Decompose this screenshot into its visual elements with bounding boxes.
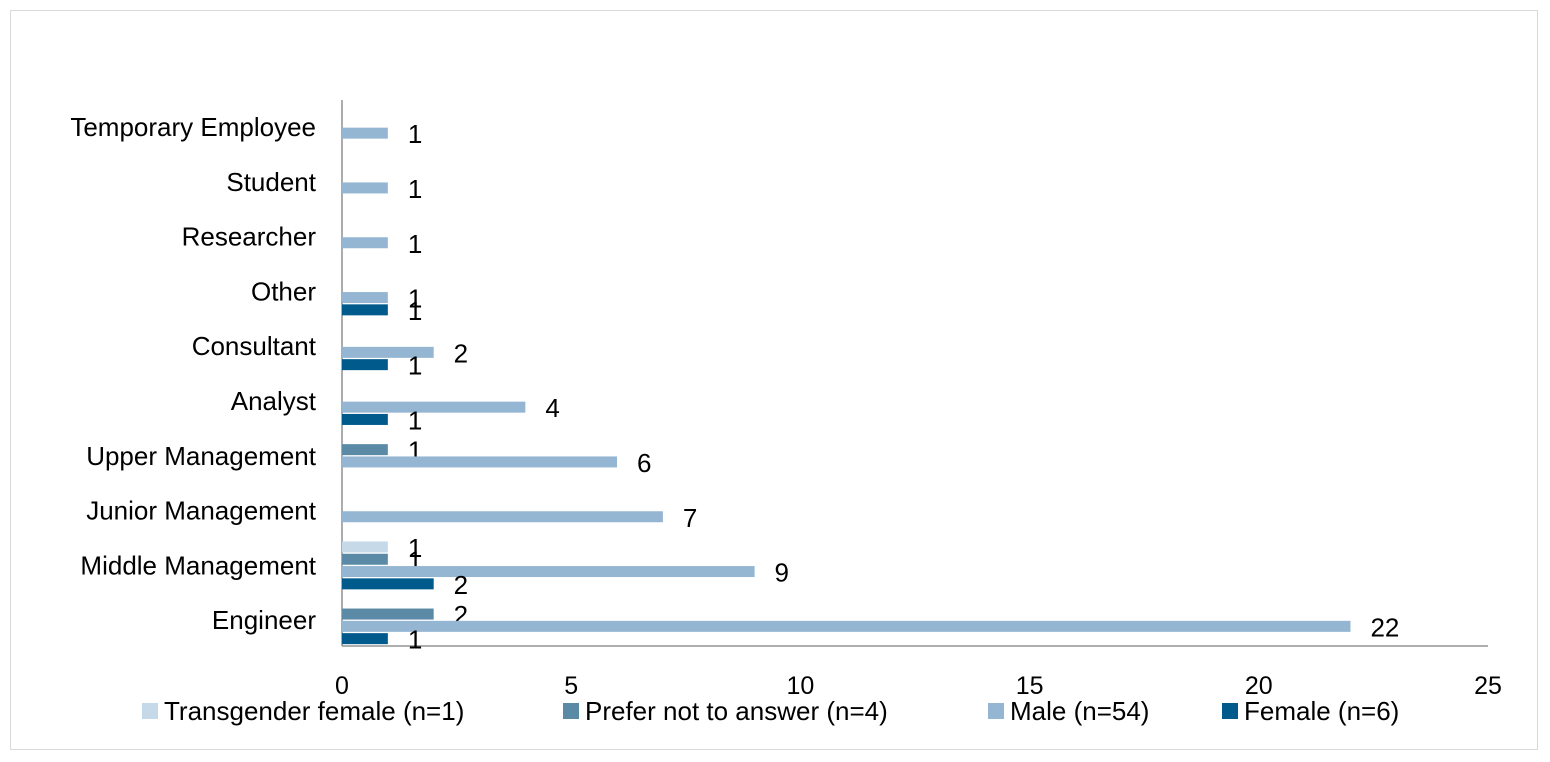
data-label: 9 xyxy=(775,558,789,588)
category-label: Other xyxy=(251,276,316,306)
legend-label: Female (n=6) xyxy=(1244,696,1399,726)
bar xyxy=(342,359,388,371)
bar xyxy=(342,578,434,590)
data-label: 7 xyxy=(683,503,697,533)
data-label: 1 xyxy=(408,174,422,204)
bar xyxy=(342,553,388,565)
bar xyxy=(342,413,388,425)
category-label: Temporary Employee xyxy=(70,112,316,142)
bar xyxy=(342,237,388,249)
x-tick-label: 0 xyxy=(335,672,349,700)
chart-frame xyxy=(10,10,1538,750)
category-label: Engineer xyxy=(212,605,316,635)
x-tick-label: 20 xyxy=(1245,672,1273,700)
bar xyxy=(342,608,434,620)
data-label: 1 xyxy=(408,533,422,563)
bar xyxy=(342,541,388,553)
x-tick-label: 5 xyxy=(564,672,578,700)
bar xyxy=(342,633,388,645)
bar xyxy=(342,182,388,194)
data-label: 1 xyxy=(408,119,422,149)
data-label: 22 xyxy=(1370,612,1399,642)
data-label: 1 xyxy=(408,625,422,655)
legend-swatch xyxy=(988,703,1004,719)
category-label: Student xyxy=(226,167,316,197)
bar xyxy=(342,456,618,468)
bar xyxy=(342,401,526,413)
bar xyxy=(342,292,388,304)
x-tick-label: 15 xyxy=(1016,672,1044,700)
legend-label: Male (n=54) xyxy=(1010,696,1149,726)
data-label: 6 xyxy=(637,448,651,478)
data-label: 2 xyxy=(454,338,468,368)
bar xyxy=(342,444,388,456)
data-label: 1 xyxy=(408,351,422,381)
category-label: Middle Management xyxy=(80,550,316,580)
bar xyxy=(342,127,388,139)
data-label: 1 xyxy=(408,284,422,314)
data-label: 4 xyxy=(545,393,559,423)
data-label: 2 xyxy=(454,570,468,600)
x-tick-label: 10 xyxy=(786,672,814,700)
category-label: Analyst xyxy=(231,386,317,416)
data-label: 1 xyxy=(408,405,422,435)
data-label: 1 xyxy=(408,296,422,326)
data-label: 1 xyxy=(408,229,422,259)
bar xyxy=(342,566,755,578)
bar xyxy=(342,511,663,523)
x-tick-label: 25 xyxy=(1474,672,1502,700)
bar xyxy=(342,304,388,316)
legend-swatch xyxy=(1222,703,1238,719)
category-label: Consultant xyxy=(192,331,317,361)
bar xyxy=(342,620,1351,632)
category-label: Researcher xyxy=(182,222,317,252)
category-label: Junior Management xyxy=(86,496,317,526)
legend-label: Transgender female (n=1) xyxy=(164,696,464,726)
legend-swatch xyxy=(563,703,579,719)
legend-swatch xyxy=(142,703,158,719)
legend-label: Prefer not to answer (n=4) xyxy=(585,696,888,726)
category-label: Upper Management xyxy=(86,441,317,471)
bar xyxy=(342,346,434,358)
